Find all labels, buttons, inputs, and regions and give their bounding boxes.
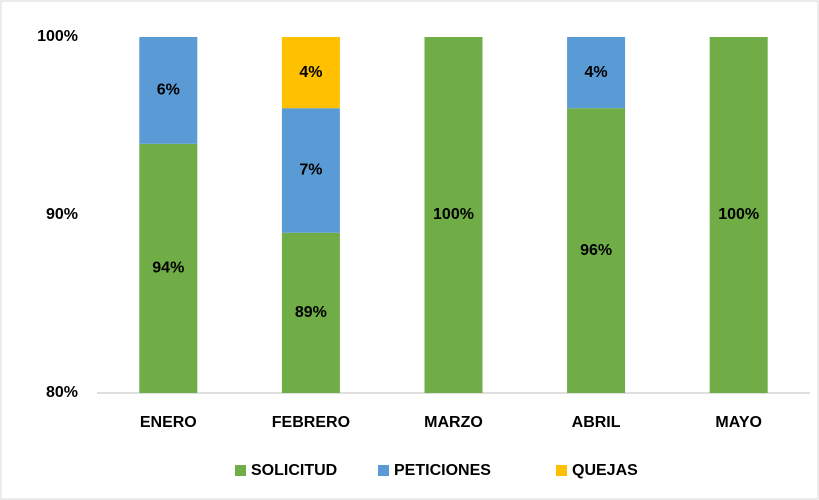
legend-label: PETICIONES: [394, 462, 491, 479]
bar-segment: [424, 37, 483, 393]
data-label: 6%: [157, 82, 180, 99]
legend-label: QUEJAS: [572, 462, 638, 479]
bar-segment: [139, 37, 198, 144]
x-tick-label: ENERO: [140, 414, 197, 431]
data-label: 94%: [152, 260, 184, 277]
data-label: 96%: [580, 242, 612, 259]
bar-segment: [281, 232, 340, 393]
data-label: 4%: [299, 64, 322, 81]
legend-swatch: [556, 465, 567, 476]
bar-segment: [567, 108, 626, 393]
bar-segment: [709, 37, 768, 393]
x-tick-label: ABRIL: [572, 414, 621, 431]
legend-swatch: [378, 465, 389, 476]
data-label: 100%: [433, 206, 474, 223]
y-tick-label: 90%: [46, 206, 78, 223]
data-label: 4%: [585, 64, 608, 81]
bar-segment: [281, 108, 340, 233]
data-label: 100%: [718, 206, 759, 223]
data-label: 89%: [295, 304, 327, 321]
legend-swatch: [235, 465, 246, 476]
x-tick-label: MARZO: [424, 414, 483, 431]
x-tick-label: MAYO: [715, 414, 762, 431]
y-tick-label: 100%: [37, 28, 78, 45]
bar-segment: [139, 143, 198, 393]
data-label: 7%: [299, 162, 322, 179]
y-tick-label: 80%: [46, 384, 78, 401]
x-tick-label: FEBRERO: [272, 414, 350, 431]
bar-segment: [567, 37, 626, 109]
legend-label: SOLICITUD: [251, 462, 337, 479]
bar-segment: [281, 37, 340, 109]
